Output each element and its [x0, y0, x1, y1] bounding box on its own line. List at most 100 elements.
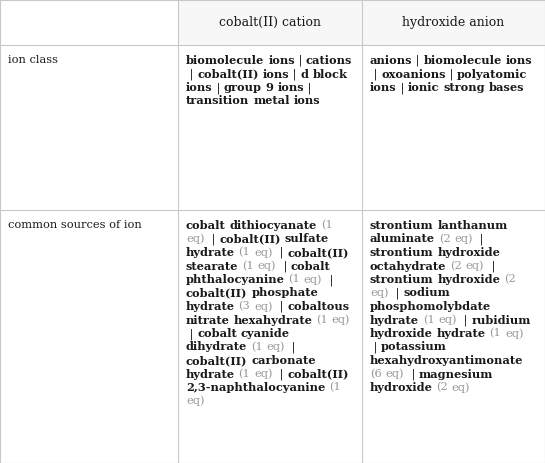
Bar: [362, 0, 545, 45]
Text: strontium: strontium: [370, 220, 434, 231]
Text: cations: cations: [306, 55, 353, 66]
Text: eq): eq): [452, 382, 470, 393]
Text: hexahydroxyantimonate: hexahydroxyantimonate: [370, 355, 523, 366]
Text: cobalt(II): cobalt(II): [287, 247, 349, 258]
Text: ions: ions: [370, 82, 397, 93]
Text: hydrate: hydrate: [186, 369, 235, 380]
Text: |: |: [487, 261, 499, 272]
Text: |: |: [408, 369, 419, 380]
Text: cobalt(II): cobalt(II): [186, 288, 247, 299]
Text: ions: ions: [268, 55, 295, 66]
Text: |: |: [186, 69, 197, 80]
Text: hydroxide: hydroxide: [370, 328, 433, 339]
Text: phosphomolybdate: phosphomolybdate: [370, 301, 491, 312]
Text: metal: metal: [253, 95, 290, 106]
Text: hydroxide: hydroxide: [438, 247, 500, 258]
Text: strontium: strontium: [370, 247, 434, 258]
Text: eq): eq): [465, 261, 484, 271]
Text: eq): eq): [385, 369, 404, 379]
Text: hydrate: hydrate: [370, 314, 419, 325]
Text: potassium: potassium: [381, 342, 447, 352]
Text: octahydrate: octahydrate: [370, 261, 446, 271]
Text: |: |: [276, 369, 287, 380]
Text: ions: ions: [263, 69, 289, 80]
Text: (1: (1: [239, 247, 250, 257]
Text: ionic: ionic: [408, 82, 439, 93]
Text: eq): eq): [254, 301, 272, 312]
Text: |: |: [276, 301, 287, 313]
Text: strontium: strontium: [370, 274, 434, 285]
Text: hydroxide: hydroxide: [370, 382, 433, 393]
Text: cobalt: cobalt: [197, 328, 237, 339]
Text: carbonate: carbonate: [251, 355, 316, 366]
Text: (2: (2: [439, 233, 450, 244]
Text: eq): eq): [438, 314, 457, 325]
Text: hexahydrate: hexahydrate: [234, 314, 313, 325]
Text: cobalt(II): cobalt(II): [197, 69, 259, 80]
Text: (1: (1: [288, 274, 300, 284]
Text: eq): eq): [505, 328, 523, 338]
Text: |: |: [289, 69, 300, 80]
Text: cobalt(II): cobalt(II): [287, 369, 349, 380]
Text: |: |: [460, 314, 471, 326]
Text: |: |: [370, 342, 381, 353]
Text: |: |: [276, 247, 287, 258]
Text: (1: (1: [251, 342, 263, 352]
Text: nitrate: nitrate: [186, 314, 230, 325]
Text: (1: (1: [242, 261, 254, 271]
Text: |: |: [208, 233, 219, 245]
Text: |: |: [326, 274, 337, 286]
Text: |: |: [304, 82, 316, 94]
Text: |: |: [446, 69, 457, 80]
Text: (2: (2: [504, 274, 516, 284]
Text: eq): eq): [267, 342, 284, 352]
Text: (2: (2: [437, 382, 448, 392]
Text: eq): eq): [257, 261, 276, 271]
Text: ions: ions: [506, 55, 532, 66]
Text: |: |: [213, 82, 224, 94]
Text: sodium: sodium: [403, 288, 450, 299]
Text: cobalt: cobalt: [290, 261, 330, 271]
Text: eq): eq): [332, 314, 350, 325]
Text: block: block: [312, 69, 347, 80]
Text: hydroxide anion: hydroxide anion: [402, 16, 505, 29]
Text: phosphate: phosphate: [251, 288, 318, 299]
Text: biomolecule: biomolecule: [186, 55, 264, 66]
Text: (3: (3: [239, 301, 250, 311]
Text: eq): eq): [454, 233, 473, 244]
Text: |: |: [413, 55, 423, 67]
Text: |: |: [186, 328, 197, 339]
Text: transition: transition: [186, 95, 249, 106]
Text: bases: bases: [489, 82, 524, 93]
Text: |: |: [288, 342, 300, 353]
Text: polyatomic: polyatomic: [457, 69, 527, 80]
Text: hydrate: hydrate: [186, 301, 235, 312]
Text: hydroxide: hydroxide: [438, 274, 500, 285]
Text: biomolecule: biomolecule: [423, 55, 502, 66]
Text: cobalt(II) cation: cobalt(II) cation: [219, 16, 321, 29]
Text: ion class: ion class: [8, 55, 58, 65]
Text: 2,3-naphthalocyanine: 2,3-naphthalocyanine: [186, 382, 325, 393]
Text: dithiocyanate: dithiocyanate: [230, 220, 317, 231]
Text: lanthanum: lanthanum: [438, 220, 508, 231]
Text: eq): eq): [304, 274, 323, 285]
Text: |: |: [280, 261, 290, 272]
Text: stearate: stearate: [186, 261, 238, 271]
Text: rubidium: rubidium: [471, 314, 531, 325]
Text: eq): eq): [186, 233, 204, 244]
Text: |: |: [392, 288, 403, 299]
Bar: [178, 0, 362, 45]
Text: (1: (1: [329, 382, 341, 392]
Text: anions: anions: [370, 55, 413, 66]
Text: cobalt(II): cobalt(II): [219, 233, 281, 244]
Text: (1: (1: [422, 314, 434, 325]
Text: ions: ions: [186, 82, 213, 93]
Text: dihydrate: dihydrate: [186, 342, 247, 352]
Text: hydrate: hydrate: [437, 328, 486, 339]
Text: 9: 9: [266, 82, 274, 93]
Text: eq): eq): [254, 369, 272, 379]
Text: sulfate: sulfate: [284, 233, 329, 244]
Text: (6: (6: [370, 369, 381, 379]
Text: cobalt: cobalt: [186, 220, 226, 231]
Text: cobalt(II): cobalt(II): [186, 355, 247, 366]
